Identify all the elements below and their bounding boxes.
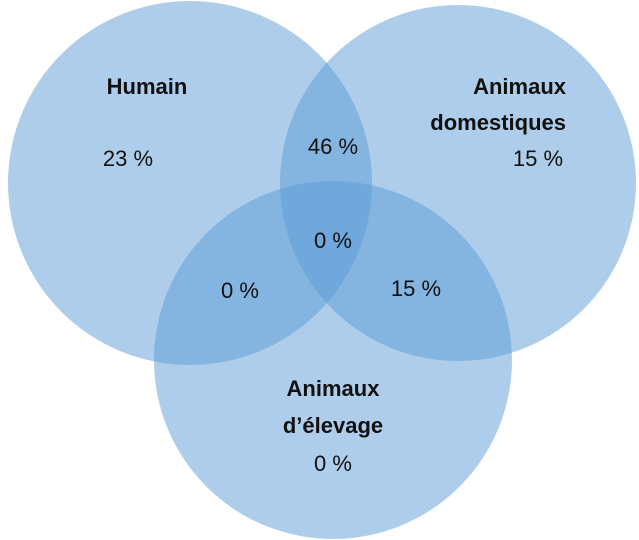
set-label: domestiques xyxy=(430,110,566,135)
set-label: Humain xyxy=(107,74,188,99)
region-value: 0 % xyxy=(314,228,352,253)
region-value: 15 % xyxy=(513,146,563,171)
set-label: d’élevage xyxy=(283,413,383,438)
set-label: Animaux xyxy=(287,376,381,401)
region-value: 23 % xyxy=(103,146,153,171)
region-value: 0 % xyxy=(314,451,352,476)
circle-elevage xyxy=(154,181,512,539)
region-value: 46 % xyxy=(308,134,358,159)
set-label: Animaux xyxy=(473,74,567,99)
region-value: 15 % xyxy=(391,276,441,301)
region-value: 0 % xyxy=(221,278,259,303)
